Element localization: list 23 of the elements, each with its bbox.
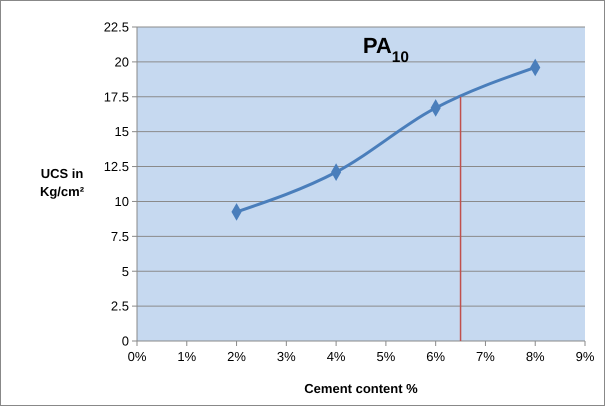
x-tick-label: 4% [326,349,346,364]
y-tick-label: 17.5 [104,89,129,104]
y-tick-label: 0 [122,334,129,349]
y-axis-title: UCS in Kg/cm² [40,166,85,199]
y-tick-label: 20 [114,54,129,70]
x-tick-label: 5% [376,349,396,364]
x-tick-label: 9% [576,349,595,364]
x-tick-label: 2% [227,349,246,364]
x-tick-label: 8% [526,349,546,364]
y-tick-label: 12.5 [104,159,129,174]
x-axis-title: Cement content % [304,381,418,396]
y-tick-label: 2.5 [110,298,129,314]
x-tick-label: 3% [276,349,296,364]
x-tick-label: 6% [426,349,446,364]
y-tick-label: 22.5 [104,20,129,35]
x-tick-label: 0% [128,349,147,364]
x-tick-label: 1% [177,349,197,364]
y-tick-label: 10 [114,194,129,209]
x-tick-label: 7% [476,349,496,364]
y-tick-label: 7.5 [110,228,129,244]
y-tick-label: 15 [114,124,129,140]
y-tick-label: 5 [122,264,129,279]
text: PA$_{10}$ [362,33,409,66]
